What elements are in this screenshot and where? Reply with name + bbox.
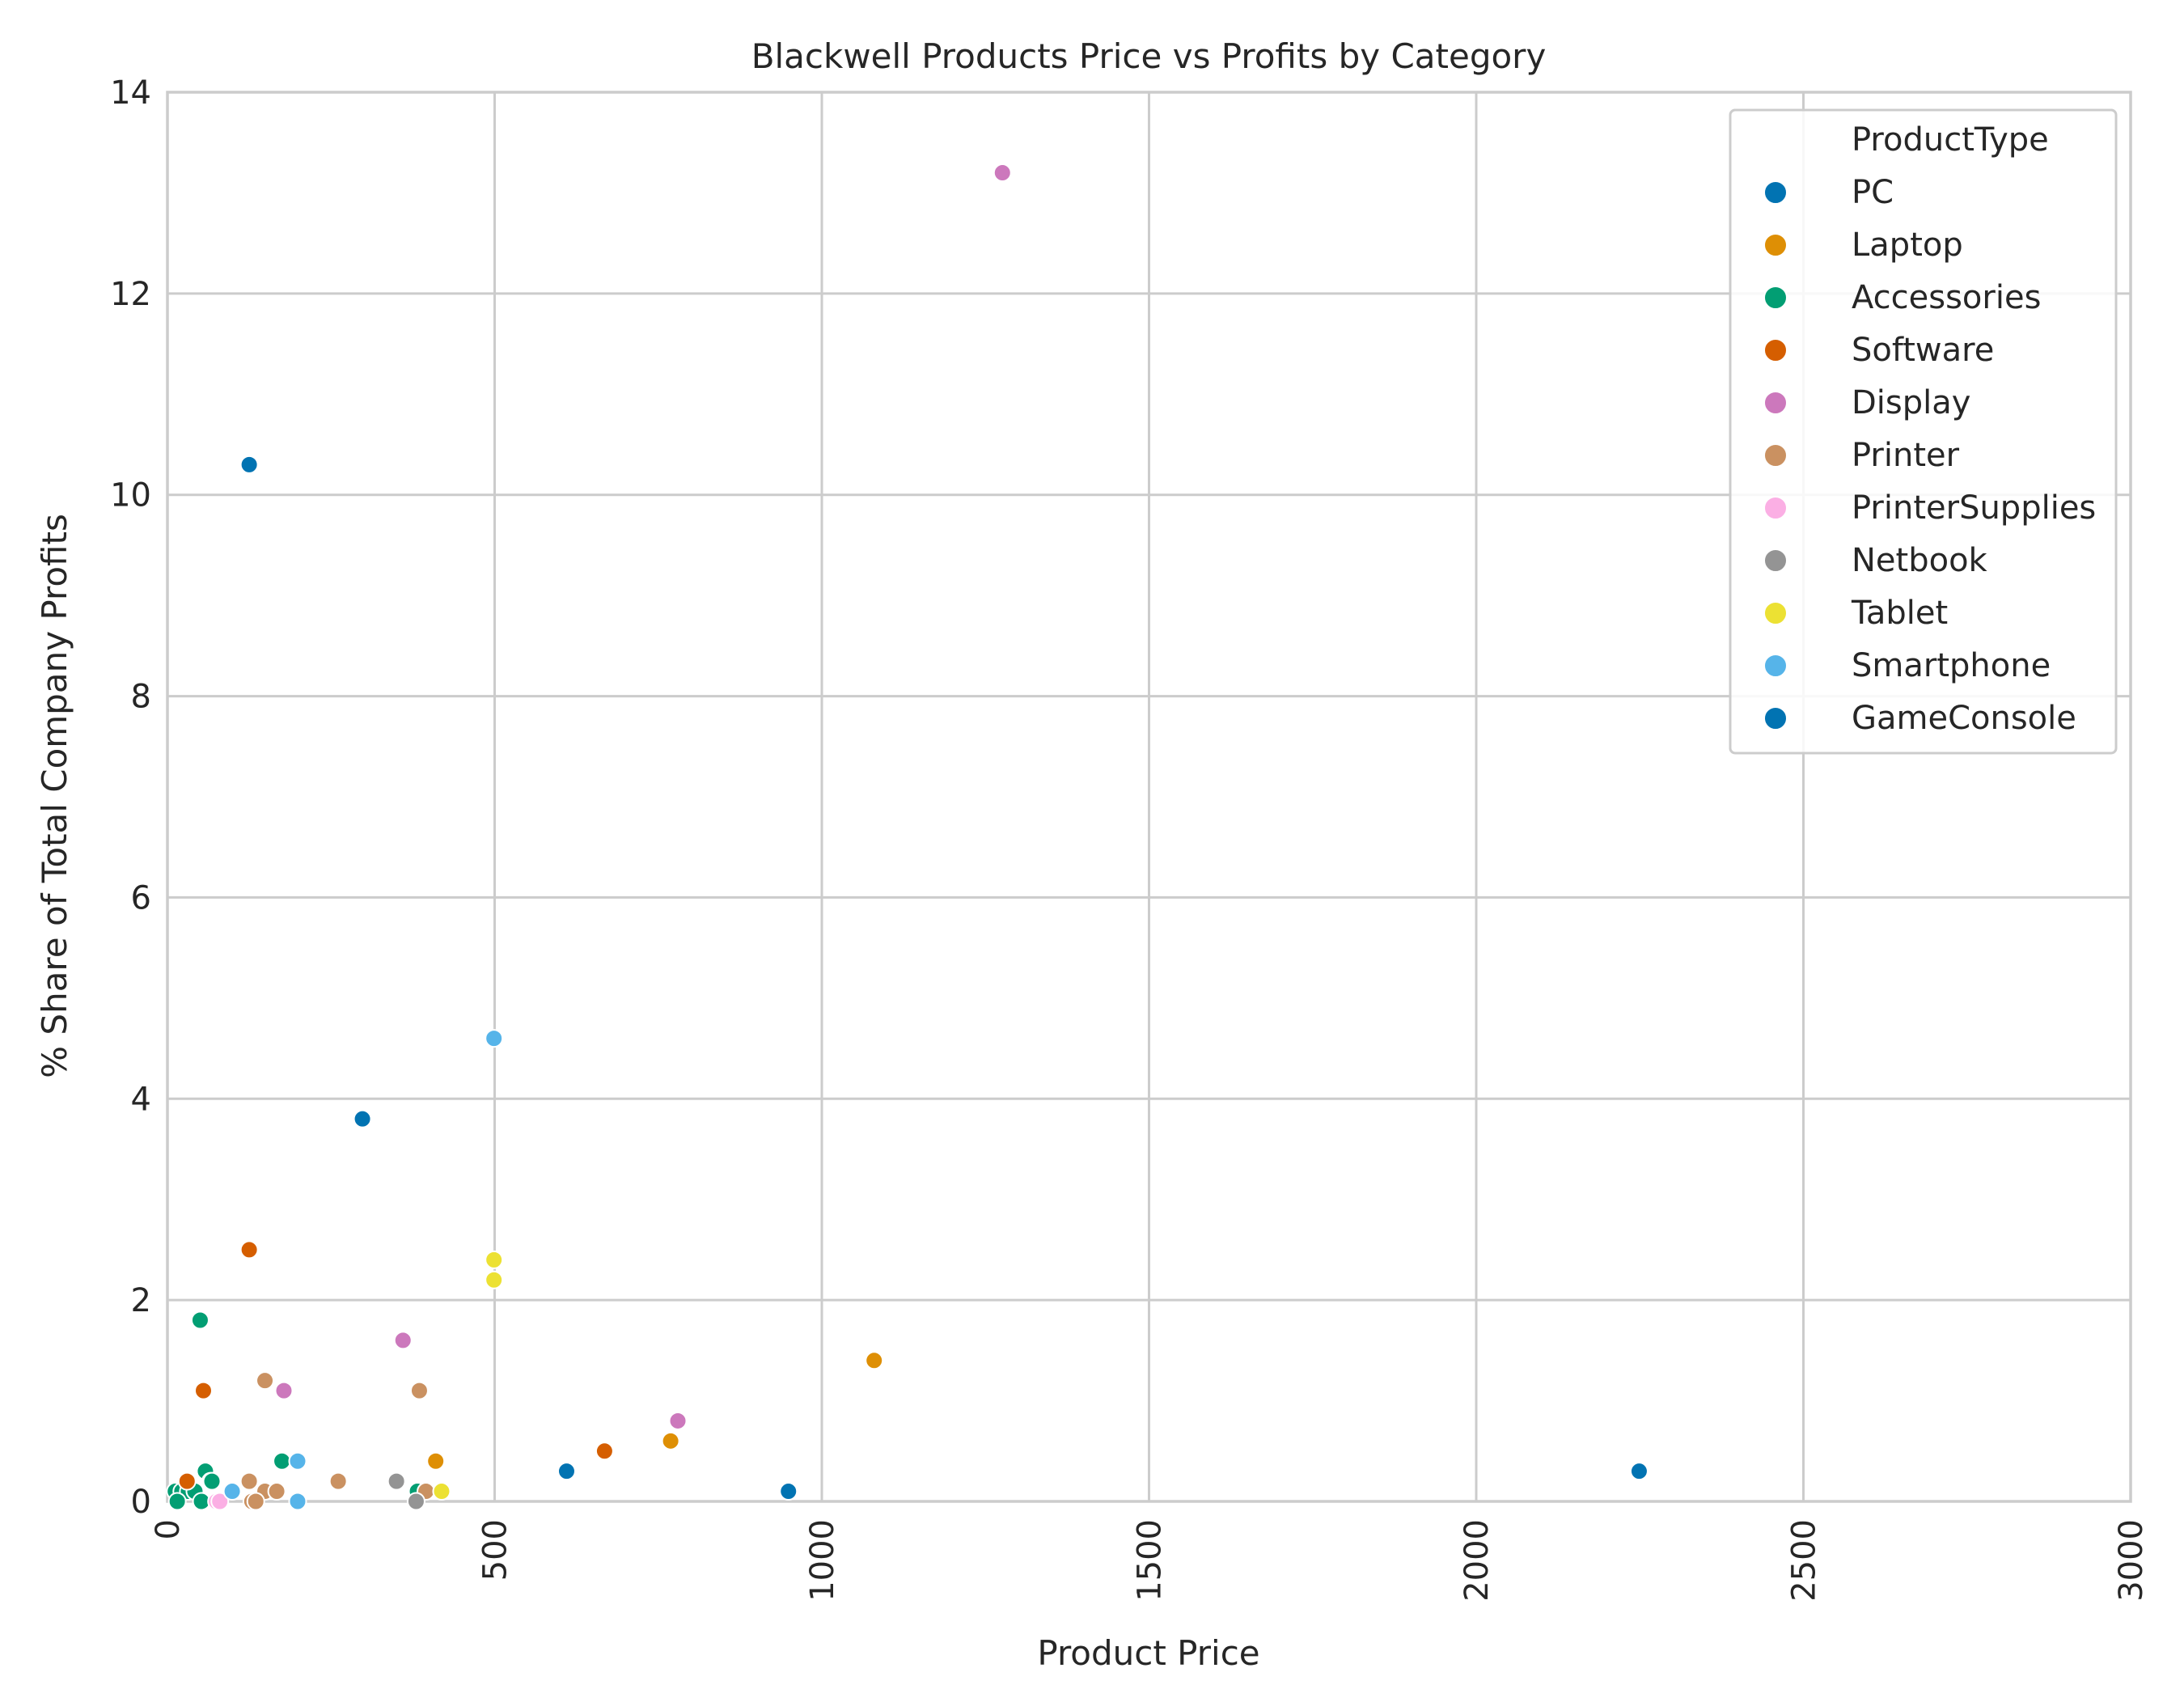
data-point bbox=[246, 1492, 265, 1511]
legend-entry-label: PrinterSupplies bbox=[1852, 489, 2096, 527]
legend-marker bbox=[1763, 180, 1788, 205]
y-tick-label: 12 bbox=[110, 276, 151, 313]
y-tick-label: 0 bbox=[131, 1484, 151, 1521]
legend-marker bbox=[1763, 286, 1788, 310]
data-point bbox=[239, 455, 259, 474]
legend-entry-label: Accessories bbox=[1852, 279, 2041, 316]
data-point bbox=[668, 1411, 688, 1430]
data-point bbox=[595, 1442, 614, 1461]
y-tick-label: 14 bbox=[110, 74, 151, 112]
data-point bbox=[256, 1371, 275, 1391]
data-point bbox=[210, 1492, 230, 1511]
y-tick-label: 10 bbox=[110, 477, 151, 514]
data-point bbox=[406, 1492, 425, 1511]
data-point bbox=[426, 1451, 446, 1471]
series-laptop bbox=[426, 1351, 884, 1471]
series-printer bbox=[239, 1371, 436, 1511]
series-display bbox=[274, 163, 1012, 1430]
data-point bbox=[393, 1331, 413, 1350]
legend-marker bbox=[1763, 233, 1788, 257]
chart-title: Blackwell Products Price vs Profits by C… bbox=[751, 36, 1547, 76]
data-point bbox=[167, 1492, 187, 1511]
legend-marker bbox=[1763, 443, 1788, 468]
legend-marker bbox=[1763, 548, 1788, 573]
legend-entry-label: Netbook bbox=[1852, 542, 1988, 579]
legend-marker bbox=[1763, 338, 1788, 362]
series-netbook bbox=[387, 1471, 425, 1511]
data-point bbox=[993, 163, 1012, 183]
x-tick-label: 1000 bbox=[804, 1519, 841, 1602]
y-tick-label: 6 bbox=[131, 879, 151, 917]
x-tick-label: 500 bbox=[477, 1519, 514, 1581]
x-tick-label: 1500 bbox=[1132, 1519, 1169, 1602]
series-pc bbox=[239, 455, 1649, 1501]
legend-entry-label: PC bbox=[1852, 174, 1894, 211]
x-tick-label: 2500 bbox=[1786, 1519, 1823, 1602]
y-axis-label: % Share of Total Company Profits bbox=[35, 514, 74, 1078]
data-point bbox=[239, 1240, 259, 1260]
data-point bbox=[661, 1431, 680, 1450]
legend-entry-label: Software bbox=[1852, 332, 1994, 369]
y-tick-label: 4 bbox=[131, 1081, 151, 1118]
tick-labels: 0 2 4 6 8 10 12 14 0 500 1000 1500 2000 2500 3000 bbox=[110, 74, 2150, 1602]
legend-entry-label: Smartphone bbox=[1852, 647, 2051, 684]
y-tick-label: 2 bbox=[131, 1282, 151, 1319]
legend-marker bbox=[1763, 601, 1788, 625]
legend-entry-label: Display bbox=[1852, 384, 1970, 421]
series-software bbox=[177, 1240, 614, 1491]
data-point bbox=[557, 1462, 576, 1481]
y-tick-label: 8 bbox=[131, 679, 151, 716]
data-point bbox=[409, 1381, 429, 1400]
x-tick-label: 0 bbox=[150, 1519, 187, 1539]
data-point bbox=[485, 1270, 504, 1289]
data-point bbox=[273, 1451, 292, 1471]
data-point bbox=[432, 1482, 451, 1501]
legend: ProductType PC Laptop Accessories Software Di… bbox=[1729, 108, 2118, 755]
data-point bbox=[865, 1351, 884, 1370]
data-point bbox=[387, 1471, 406, 1491]
data-point bbox=[190, 1310, 210, 1330]
data-point bbox=[222, 1482, 242, 1501]
series-printersupplies bbox=[207, 1492, 230, 1511]
legend-entry-label: Printer bbox=[1852, 437, 1960, 474]
legend-marker bbox=[1763, 391, 1788, 415]
legend-marker bbox=[1763, 654, 1788, 678]
data-point bbox=[193, 1381, 213, 1400]
x-tick-label: 3000 bbox=[2113, 1519, 2150, 1602]
plot-frame bbox=[166, 91, 2132, 1503]
x-tick-label: 2000 bbox=[1458, 1519, 1496, 1602]
data-point bbox=[239, 1471, 259, 1491]
data-point bbox=[274, 1381, 294, 1400]
series-smartphone bbox=[222, 1029, 504, 1511]
data-point bbox=[485, 1029, 504, 1048]
legend-box bbox=[1729, 108, 2118, 755]
series-tablet bbox=[432, 1250, 504, 1501]
legend-entry-label: GameConsole bbox=[1852, 700, 2076, 737]
legend-marker bbox=[1763, 496, 1788, 520]
data-point bbox=[485, 1250, 504, 1269]
data-point bbox=[1629, 1462, 1649, 1481]
data-point bbox=[328, 1471, 348, 1491]
data-points bbox=[166, 163, 1649, 1511]
data-point bbox=[288, 1451, 307, 1471]
legend-marker bbox=[1763, 706, 1788, 730]
data-point bbox=[779, 1482, 798, 1501]
data-point bbox=[177, 1471, 197, 1491]
axes-frame bbox=[166, 91, 2132, 1503]
x-axis-label: Product Price bbox=[1037, 1633, 1259, 1673]
data-point bbox=[353, 1109, 372, 1128]
legend-entry-label: Tablet bbox=[1851, 595, 1948, 632]
data-point bbox=[202, 1471, 222, 1491]
data-point bbox=[267, 1482, 286, 1501]
data-point bbox=[288, 1492, 307, 1511]
legend-title: ProductType bbox=[1852, 121, 2049, 159]
legend-entry-label: Laptop bbox=[1852, 227, 1963, 264]
